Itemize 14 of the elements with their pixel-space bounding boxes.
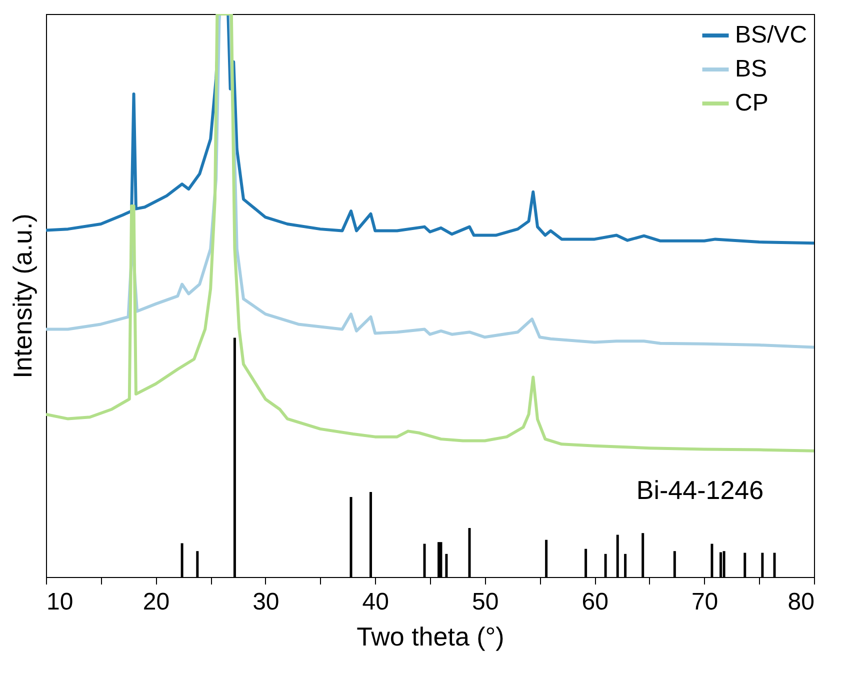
y-axis-title: Intensity (a.u.) xyxy=(8,214,38,378)
x-tick-label: 70 xyxy=(691,588,718,616)
x-tick-label: 30 xyxy=(252,588,280,616)
legend-label: BS/VC xyxy=(735,22,808,48)
x-tick-label: 80 xyxy=(788,588,814,616)
x-tick-label: 40 xyxy=(362,588,389,616)
x-tick-label: 60 xyxy=(582,588,608,616)
x-tick-label: 50 xyxy=(472,588,499,616)
x-tick-label: 20 xyxy=(142,588,170,616)
annotation: Bi-44-1246 xyxy=(636,475,764,505)
x-tick-label: 10 xyxy=(46,588,74,616)
x-axis-title: Two theta (°) xyxy=(356,622,504,652)
legend-label: BS xyxy=(735,56,768,82)
legend-label: CP xyxy=(735,90,768,116)
